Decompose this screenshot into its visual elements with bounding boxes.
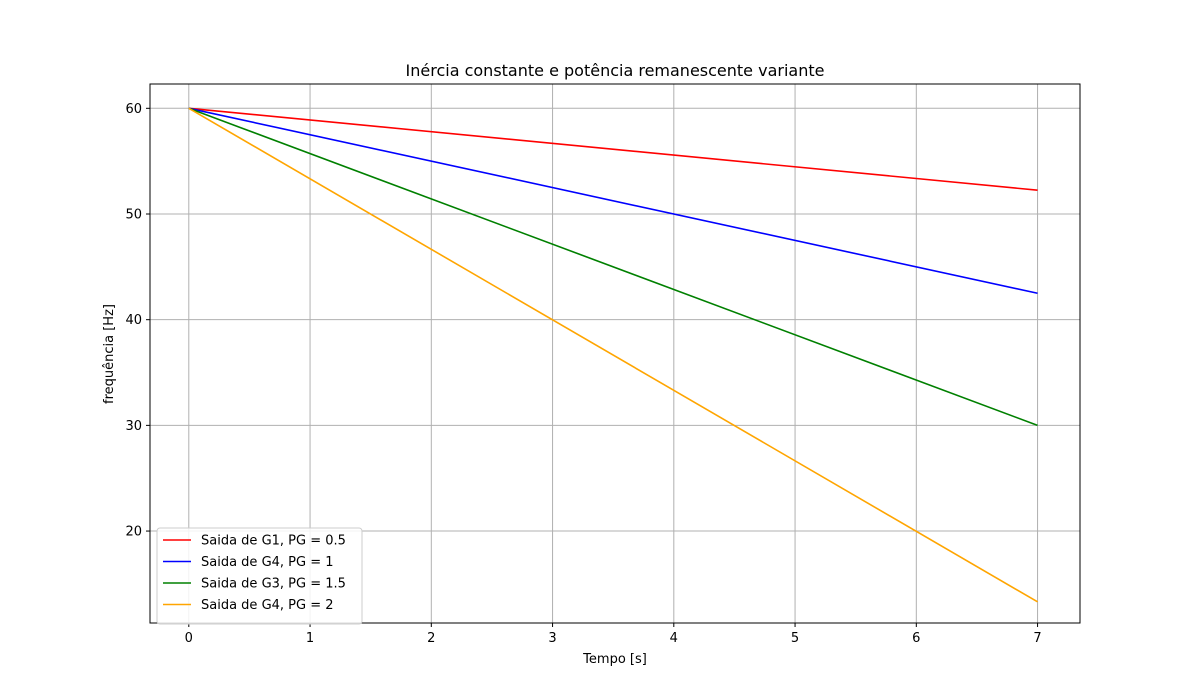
x-tick-label: 1 <box>306 631 314 646</box>
y-tick-label: 40 <box>125 313 142 328</box>
legend-label-1: Saida de G1, PG = 0.5 <box>201 534 346 549</box>
x-tick-label: 7 <box>1033 631 1041 646</box>
series-line-4 <box>188 107 1038 603</box>
x-tick-label: 0 <box>185 631 193 646</box>
legend-box <box>156 527 363 625</box>
y-tick-label: 20 <box>125 525 142 540</box>
legend-label-2: Saida de G4, PG = 1 <box>201 555 334 570</box>
x-axis-label: Tempo [s] <box>582 652 647 667</box>
x-tick-label: 3 <box>548 631 556 646</box>
chart-title: Inércia constante e potência remanescent… <box>406 61 825 80</box>
legend-label-3: Saida de G3, PG = 1.5 <box>201 577 346 592</box>
legend-label-4: Saida de G4, PG = 2 <box>201 598 334 613</box>
series-line-2 <box>188 107 1038 295</box>
x-tick-label: 2 <box>427 631 435 646</box>
series-lines <box>188 107 1038 603</box>
series-line-1 <box>188 107 1038 192</box>
series-line-3 <box>188 107 1038 427</box>
y-tick-label: 30 <box>125 419 142 434</box>
plot-frame <box>149 83 1081 624</box>
y-tick-label: 50 <box>125 207 142 222</box>
x-tick-label: 5 <box>791 631 799 646</box>
legend: Saida de G1, PG = 0.5 Saida de G4, PG = 1… <box>156 527 363 625</box>
x-tick-label: 4 <box>670 631 678 646</box>
y-tick-label: 60 <box>125 102 142 117</box>
y-axis-label: frequência [Hz] <box>102 304 117 404</box>
y-axis: 20 30 40 50 60 <box>125 102 150 540</box>
x-tick-label: 6 <box>912 631 920 646</box>
